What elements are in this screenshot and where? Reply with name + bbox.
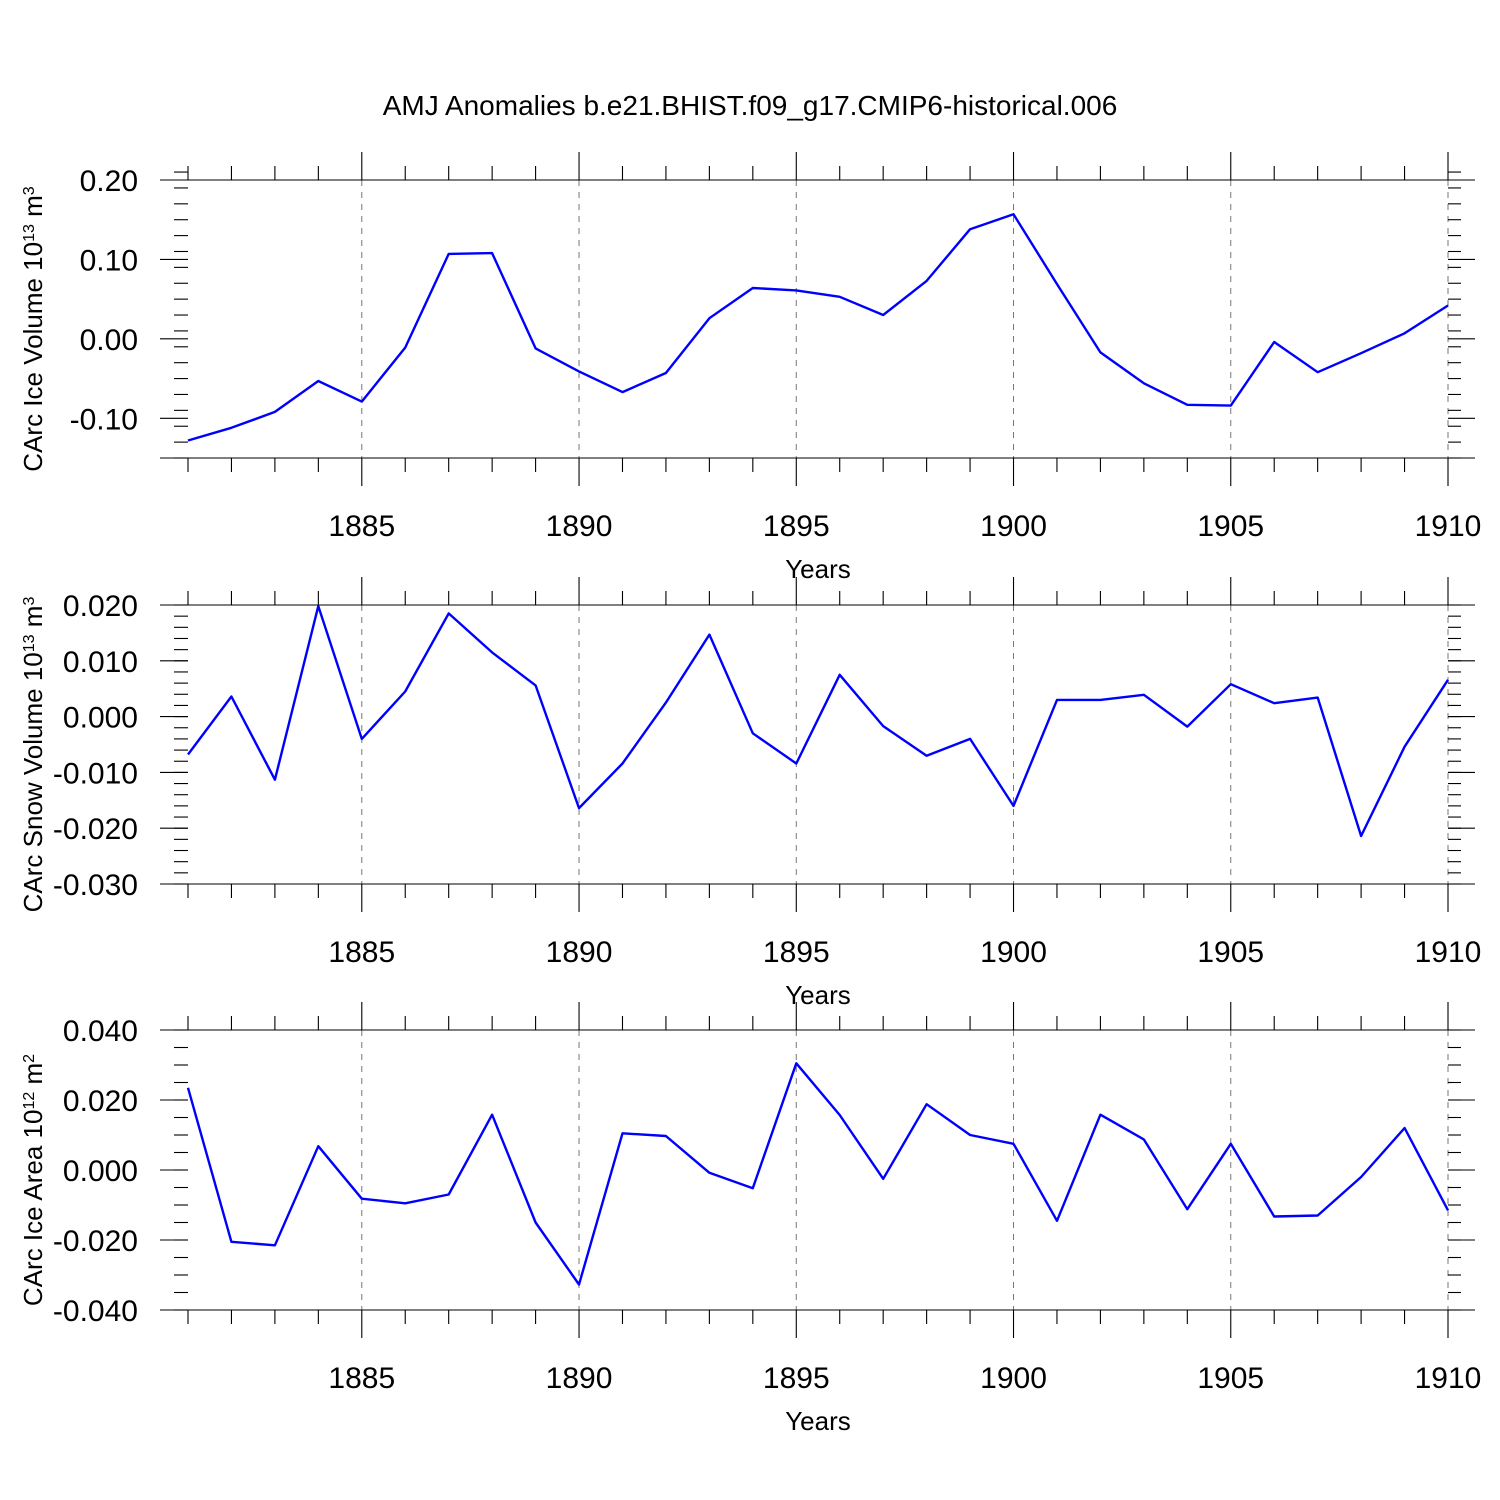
x-tick-label: 1890 (546, 936, 613, 969)
y-tick-label: 0.020 (63, 590, 138, 623)
y-tick-label: 0.20 (80, 165, 138, 198)
panel-2: -0.030 -0.020 -0.010 0.000 0.010 0.020 1885 189… (18, 577, 1481, 1010)
x-axis-title: Years (785, 554, 851, 584)
y-tick-label: 0.000 (63, 1155, 138, 1188)
y-tick-label: -0.030 (53, 869, 138, 902)
chart-title: AMJ Anomalies b.e21.BHIST.f09_g17.CMIP6-… (383, 90, 1118, 121)
x-tick-label: 1895 (763, 510, 830, 543)
y-tick-label: -0.040 (53, 1295, 138, 1328)
y-tick-label: 0.10 (80, 244, 138, 277)
x-tick-label: 1910 (1415, 1362, 1482, 1395)
x-tick-label: 1895 (763, 1362, 830, 1395)
x-tick-label: 1910 (1415, 936, 1482, 969)
x-tick-label: 1885 (328, 936, 395, 969)
x-tick-label: 1895 (763, 936, 830, 969)
panel-1: -0.10 0.00 0.10 0.20 1885 1890 1895 1900 1905 191… (18, 152, 1481, 584)
y-tick-label: -0.020 (53, 813, 138, 846)
x-tick-label: 1890 (546, 510, 613, 543)
x-tick-label: 1890 (546, 1362, 613, 1395)
y-tick-label: -0.010 (53, 757, 138, 790)
y-tick-label: -0.10 (70, 403, 138, 436)
x-tick-label: 1905 (1197, 510, 1264, 543)
x-tick-label: 1900 (980, 510, 1047, 543)
y-tick-label: 0.000 (63, 702, 138, 735)
x-tick-label: 1910 (1415, 510, 1482, 543)
x-tick-label: 1885 (328, 1362, 395, 1395)
x-tick-label: 1905 (1197, 936, 1264, 969)
y-tick-label: 0.010 (63, 646, 138, 679)
x-tick-label: 1900 (980, 936, 1047, 969)
x-tick-label: 1885 (328, 510, 395, 543)
x-axis-title: Years (785, 980, 851, 1010)
series-line (186, 1062, 1450, 1286)
y-tick-label: 0.040 (63, 1015, 138, 1048)
y-axis-title: CArc Snow Volume 1013 m3 (18, 597, 48, 913)
x-axis-title: Years (785, 1406, 851, 1436)
series-line (187, 604, 1450, 838)
y-tick-label: -0.020 (53, 1225, 138, 1258)
series-line (187, 212, 1449, 442)
y-axis-title: CArc Ice Area 1012 m2 (18, 1054, 48, 1306)
y-axis-title: CArc Ice Volume 1013 m3 (18, 186, 48, 471)
x-tick-label: 1900 (980, 1362, 1047, 1395)
y-tick-label: 0.00 (80, 324, 138, 357)
y-tick-label: 0.020 (63, 1085, 138, 1118)
x-tick-label: 1905 (1197, 1362, 1264, 1395)
panel-3: -0.040 -0.020 0.000 0.020 0.040 1885 1890 1895 1… (18, 1002, 1481, 1436)
